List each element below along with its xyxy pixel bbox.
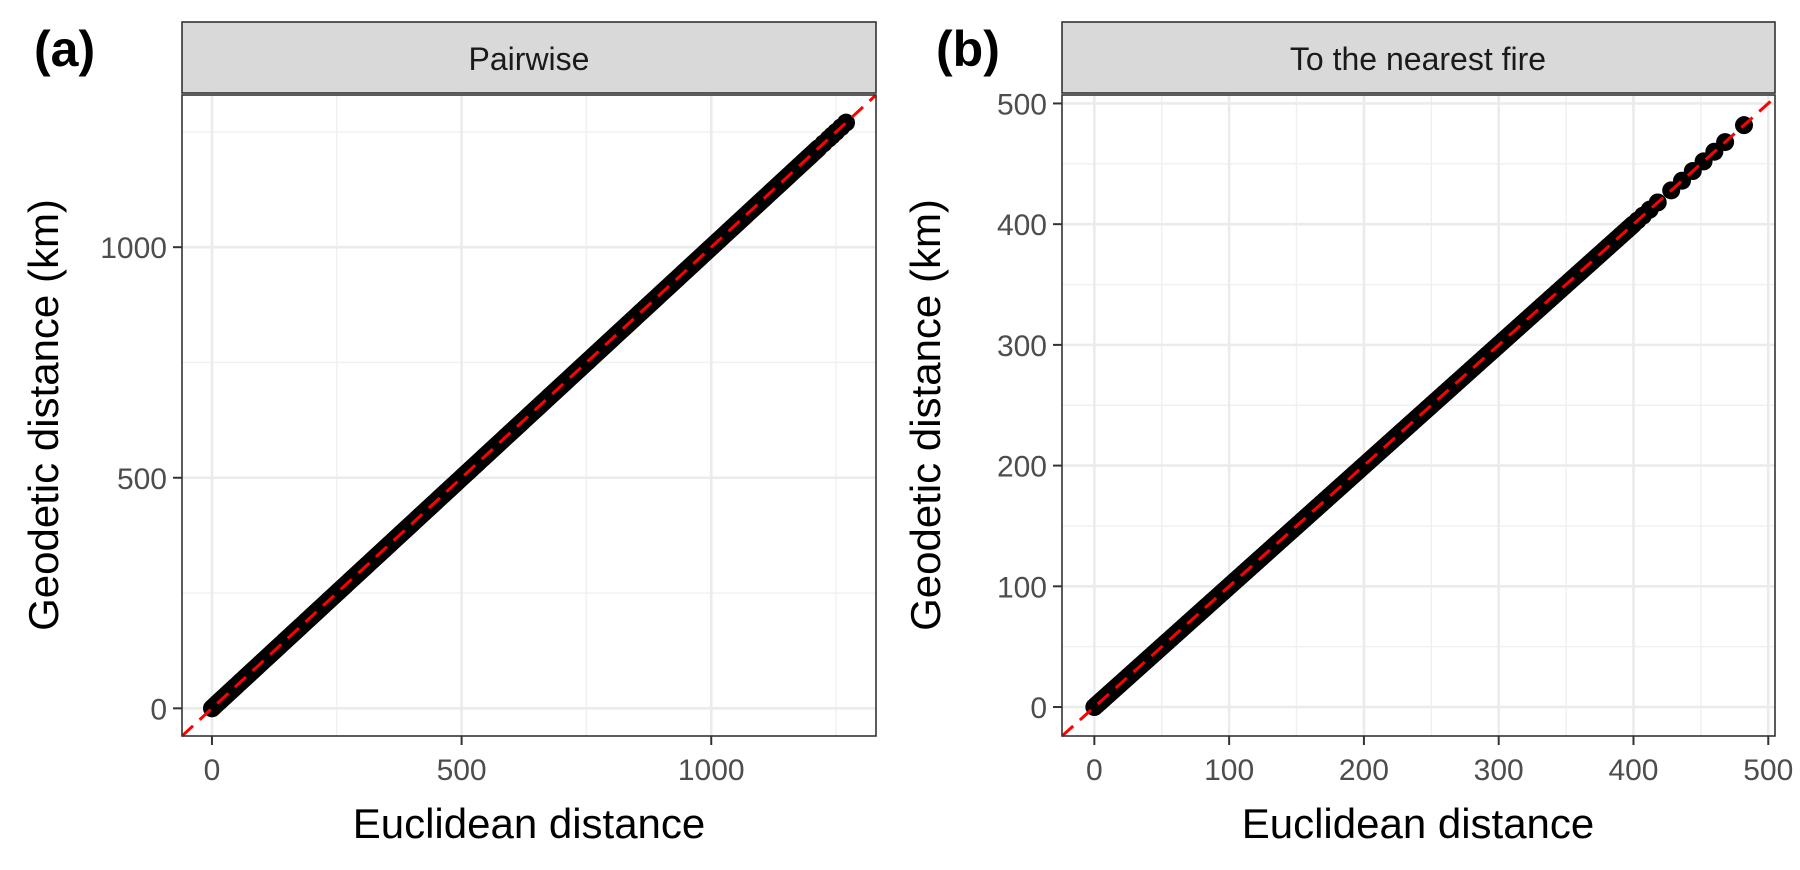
panel-b-x-tick-label: 0 — [1086, 754, 1103, 787]
panel-a-strip — [181, 21, 877, 94]
panel-a-x-tick-label: 0 — [204, 754, 221, 787]
panel-b-reference-line — [1060, 96, 1777, 738]
panel-a: (a) Pairwise 0 500 1000 0 500 1000 Euclidean… — [20, 21, 878, 847]
panel-b-grid — [1062, 95, 1775, 736]
panel-a-x-axis-title: Euclidean distance — [353, 800, 706, 847]
panel-a-x-axis: 0 500 1000 — [204, 736, 745, 787]
panel-b-x-axis: 0 100 200 300 400 500 — [1086, 736, 1793, 787]
panel-b-x-axis-title: Euclidean distance — [1242, 800, 1595, 847]
panel-b-y-axis: 0 100 200 300 400 500 — [997, 88, 1062, 725]
panel-b-y-axis-title: Geodetic distance (km) — [902, 199, 949, 631]
panel-b-y-tick-label: 400 — [997, 209, 1047, 242]
panel-b-y-tick-label: 500 — [997, 88, 1047, 121]
panel-a-y-tick-label: 0 — [150, 693, 167, 726]
panel-b-tag: (b) — [936, 21, 1000, 77]
panel-a-plot-border — [181, 94, 877, 737]
panel-b-y-tick-label: 0 — [1030, 692, 1047, 725]
panel-b-x-tick-label: 200 — [1339, 754, 1389, 787]
panel-a-x-tick-label: 500 — [437, 754, 487, 787]
panel-b-x-tick-label: 500 — [1743, 754, 1793, 787]
panel-b-x-tick-label: 300 — [1474, 754, 1524, 787]
panel-a-tag: (a) — [34, 21, 95, 77]
panel-b-strip — [1061, 21, 1776, 94]
panel-a-reference-line — [180, 93, 878, 738]
panel-a-x-tick-label: 1000 — [678, 754, 745, 787]
panel-a-y-tick-label: 500 — [117, 463, 167, 496]
panel-b-x-tick-label: 400 — [1608, 754, 1658, 787]
panel-b-y-tick-label: 100 — [997, 571, 1047, 604]
panel-a-grid — [182, 95, 876, 736]
panel-a-y-axis: 0 500 1000 — [100, 232, 182, 726]
panel-b-y-tick-label: 200 — [997, 451, 1047, 484]
panel-a-y-axis-title: Geodetic distance (km) — [20, 199, 67, 631]
panel-a-strip-label: Pairwise — [469, 41, 590, 77]
panel-b-plot-border — [1061, 94, 1776, 737]
panel-b: (b) To the nearest fire 0 100 200 300 400 500… — [902, 21, 1793, 847]
panel-b-y-tick-label: 300 — [997, 330, 1047, 363]
panel-a-y-tick-label: 1000 — [100, 232, 167, 265]
panel-b-strip-label: To the nearest fire — [1290, 41, 1546, 77]
panel-b-x-tick-label: 100 — [1204, 754, 1254, 787]
